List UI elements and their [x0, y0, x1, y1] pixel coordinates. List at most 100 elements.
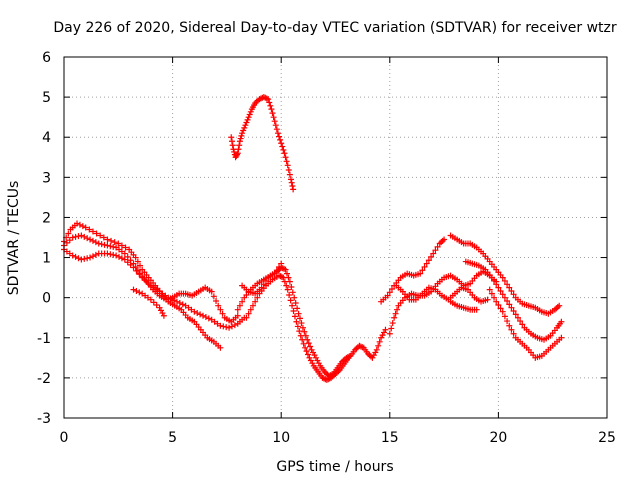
- series-arc-high-isolated: [228, 94, 297, 193]
- data-point: [176, 300, 183, 307]
- data-point: [133, 287, 140, 294]
- data-point: [499, 308, 506, 315]
- data-point: [124, 253, 131, 260]
- data-point: [283, 158, 290, 165]
- data-point: [501, 277, 508, 284]
- data-point: [101, 241, 108, 248]
- data-point: [384, 292, 391, 299]
- data-point: [508, 287, 515, 294]
- data-point: [136, 289, 143, 296]
- data-point: [217, 344, 224, 351]
- data-point: [226, 324, 233, 331]
- data-point: [115, 240, 122, 247]
- y-tick-label: 4: [42, 130, 51, 146]
- data-point: [160, 312, 167, 319]
- x-tick-label: 20: [489, 430, 507, 446]
- data-point: [388, 285, 395, 292]
- data-point: [508, 326, 515, 333]
- data-point: [72, 253, 79, 260]
- data-point: [501, 313, 508, 320]
- data-point: [245, 114, 252, 121]
- data-point: [217, 306, 224, 313]
- data-point: [107, 251, 114, 258]
- data-point: [84, 255, 91, 262]
- chart-title: Day 226 of 2020, Sidereal Day-to-day VTE…: [53, 20, 617, 36]
- data-point: [432, 247, 439, 254]
- data-point: [274, 130, 281, 137]
- data-point: [273, 267, 280, 274]
- data-point: [495, 302, 502, 309]
- data-point: [236, 138, 243, 145]
- data-point: [558, 318, 565, 325]
- data-point: [289, 302, 296, 309]
- data-point: [283, 270, 290, 277]
- data-point: [488, 274, 495, 281]
- x-axis-label: GPS time / hours: [276, 459, 393, 475]
- data-point: [497, 305, 504, 312]
- data-point: [388, 325, 395, 332]
- data-point: [382, 326, 389, 333]
- series-arc-upper-early: [61, 220, 224, 351]
- y-axis-label: SDTVAR / TECUs: [6, 181, 22, 296]
- data-point: [231, 322, 238, 329]
- data-point: [104, 250, 111, 257]
- data-point: [512, 311, 519, 318]
- y-tick-labels: -3 -2 -1 0 1 2 3 4 5 6: [37, 50, 51, 427]
- data-point: [66, 237, 73, 244]
- data-point: [508, 304, 515, 311]
- data-point: [89, 253, 96, 260]
- data-point: [153, 302, 160, 309]
- data-point: [345, 354, 352, 361]
- series-arc-afternoon-a: [378, 236, 448, 305]
- data-point: [491, 277, 498, 284]
- data-point: [284, 162, 291, 169]
- data-point: [281, 150, 288, 157]
- data-point: [491, 294, 498, 301]
- data-point: [89, 237, 96, 244]
- data-point: [283, 282, 290, 289]
- data-point: [289, 183, 296, 190]
- data-point: [81, 255, 88, 262]
- data-point: [234, 306, 241, 313]
- data-point: [241, 124, 248, 131]
- series-arc-midday-c: [239, 260, 285, 297]
- data-point: [171, 297, 178, 304]
- data-point: [375, 342, 382, 349]
- data-point: [421, 263, 428, 270]
- data-point: [137, 262, 144, 269]
- x-tick-label: 25: [598, 430, 616, 446]
- data-point: [276, 263, 283, 270]
- data-point: [200, 312, 207, 319]
- data-point: [139, 274, 146, 281]
- data-point: [295, 310, 302, 317]
- data-point: [423, 260, 430, 267]
- data-point: [517, 318, 524, 325]
- data-point: [300, 340, 307, 347]
- data-point: [127, 261, 134, 268]
- data-point: [281, 278, 288, 285]
- data-point: [286, 278, 293, 285]
- data-point: [194, 310, 201, 317]
- data-point: [197, 311, 204, 318]
- data-point: [208, 288, 215, 295]
- data-point: [247, 108, 254, 115]
- data-point: [213, 298, 220, 305]
- data-point: [121, 250, 128, 257]
- data-point: [291, 294, 298, 301]
- data-point: [267, 102, 274, 109]
- data-point: [434, 243, 441, 250]
- series-arc-evening-a: [447, 232, 563, 317]
- data-point: [266, 99, 273, 106]
- data-point: [252, 298, 259, 305]
- data-point: [301, 328, 308, 335]
- data-point: [179, 301, 186, 308]
- data-point: [294, 323, 301, 330]
- data-point: [147, 296, 154, 303]
- y-tick-label: 0: [42, 291, 51, 307]
- data-point: [76, 221, 83, 228]
- data-point: [280, 274, 287, 281]
- y-tick-label: 2: [42, 210, 51, 226]
- data-point: [234, 312, 241, 319]
- data-point: [499, 274, 506, 281]
